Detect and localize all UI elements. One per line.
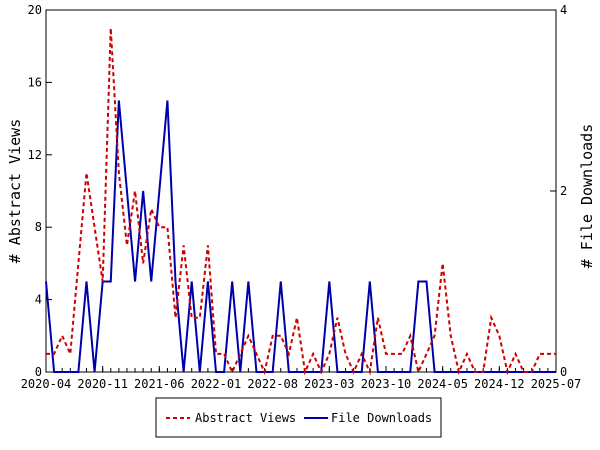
x-tick-label: 2023-10 [361,377,412,391]
plot-frame [45,9,557,373]
y-tick-label-left: 8 [35,220,42,234]
x-tick-label: 2023-03 [304,377,355,391]
y-ticks-right: 0 2 4 [550,3,567,379]
x-tick-label: 2020-04 [21,377,72,391]
series-line-file-downloads [45,100,556,373]
legend-label-abstract-views: Abstract Views [195,411,296,425]
y-tick-label-left: 4 [35,293,42,307]
series-layer [45,28,556,376]
x-ticks: 2020-04 2020-11 2021-06 2022-01 2022-08 2023-… [21,366,582,391]
y-axis-title-right: # File Downloads [578,124,596,269]
y-tick-label-left: 0 [35,365,42,379]
y-axis-title-left: # Abstract Views [6,119,24,264]
y-tick-label-right: 2 [560,184,567,198]
x-tick-label: 2022-08 [247,377,298,391]
y-tick-label-right: 0 [560,365,567,379]
x-tick-label: 2020-11 [77,377,128,391]
y-tick-label-left: 16 [28,75,42,89]
y-tick-label-right: 4 [560,3,567,17]
x-tick-label: 2021-06 [134,377,185,391]
y-ticks-left: 0 4 8 12 16 20 [28,3,52,379]
x-tick-label: 2024-12 [474,377,525,391]
y-tick-label-left: 12 [28,148,42,162]
x-tick-label: 2022-01 [191,377,242,391]
y-tick-label-left: 20 [28,3,42,17]
series-line-abstract-views [46,28,556,376]
x-tick-label: 2025-07 [531,377,582,391]
legend: Abstract Views File Downloads [155,397,442,438]
legend-label-file-downloads: File Downloads [331,411,432,425]
x-tick-label: 2024-05 [417,377,468,391]
legend-box [155,397,442,438]
